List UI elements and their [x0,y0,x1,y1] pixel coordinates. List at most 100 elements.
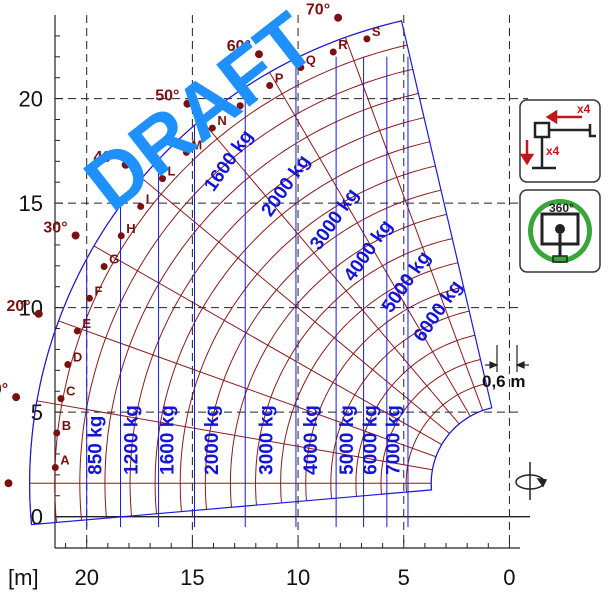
boom-dot [297,64,305,72]
boom-arc [254,238,453,506]
boom-dot [57,395,65,403]
boom-letter: B [62,418,71,433]
angle-label: 20° [7,298,31,315]
boom-letter: F [94,283,102,298]
boom-arc [405,383,487,493]
y-tick-label: 20 [19,87,43,112]
angle-line [344,37,484,411]
working-envelope [28,20,493,528]
x-tick-label: 5 [398,565,410,590]
boom-dot [117,232,125,240]
angle-label: 60° [227,38,251,55]
angle-dot [34,309,43,318]
angle-line [93,245,442,445]
angle-line [58,320,437,458]
angle-dot [334,13,343,22]
boom-letter: D [73,350,82,365]
load-label-vertical: 1200 kg [121,405,142,475]
angle-dot [12,393,21,402]
offset-dimension [485,345,529,372]
boom-arc [430,407,492,490]
boom-dot [100,262,108,270]
boom-arc [129,117,425,516]
boom-arc [355,334,476,497]
boom-letter: S [372,24,381,39]
load-label-vertical: 850 kg [86,416,107,475]
load-label-vertical: 4000 kg [301,405,322,475]
load-label-vertical: 5000 kg [337,405,358,475]
stabilizer-x4-label-1: x4 [577,102,591,116]
boom-letter: I [146,191,150,206]
boom-letter: H [126,221,135,236]
angle-dot [121,160,130,169]
angle-line [36,400,433,471]
angle-label: 30° [43,220,67,237]
load-label-diagonal: 6000 kg [410,277,467,346]
boom-arc [305,286,464,501]
x-tick-label: 10 [286,565,310,590]
x-tick-label: 0 [503,565,515,590]
boom-arc [154,141,430,514]
boom-letter: R [338,37,348,52]
icon-panel: x4 x4 360° [519,99,601,273]
boom-letter: N [217,113,226,128]
boom-dot [137,202,145,210]
y-tick-label: 15 [19,191,43,216]
boom-arc [330,310,470,499]
y-tick-label: 0 [31,505,43,530]
boom-letter: Q [306,53,316,68]
angle-dot [4,479,13,488]
angle-line [200,119,460,425]
boom-letter: E [82,316,91,331]
boom-dot [158,175,166,183]
units-label: [m] [8,565,39,590]
angle-line [269,72,471,417]
rotation-360-icon [528,199,592,263]
boom-letter: L [167,164,175,179]
boom-letter: A [60,453,70,468]
boom-dot [266,82,274,90]
x-tick-label: 15 [180,565,204,590]
boom-dot [236,102,244,110]
boom-letter: C [66,384,76,399]
boom-arc [229,213,447,508]
load-label-vertical: 6000 kg [360,405,381,475]
angle-dot [254,50,263,59]
boom-dot [182,148,190,156]
boom-letter: O [245,91,255,106]
stabilizer-x4-label-2: x4 [546,144,560,158]
boom-arc [380,359,481,495]
angle-label: 40° [93,149,117,166]
boom-letter: M [191,137,202,152]
boom-dot [208,124,216,132]
rotation-360-label: 360° [549,201,574,215]
load-label-vertical: 3000 kg [257,405,278,475]
boom-arc [104,92,419,519]
boom-dot [73,327,81,335]
angle-label: 0° [0,467,1,484]
offset-dimension-label: 0,6 m [482,372,525,391]
boom-letter: P [275,71,284,86]
boom-letter: G [109,251,119,266]
load-label-diagonal: 4000 kg [340,216,397,285]
boom-dot [53,429,61,437]
boom-arc [280,262,459,503]
boom-arc [179,165,436,512]
x-tick-label: 20 [74,565,98,590]
boom-dot [329,48,337,56]
load-label-vertical: 1600 kg [157,405,178,475]
boom-dot [64,361,72,369]
load-label-vertical: 2000 kg [202,405,223,475]
load-label-diagonal: 3000 kg [306,185,363,254]
envelope-outline [28,20,493,526]
boom-dot [363,35,371,43]
angle-dot [71,231,80,240]
arrow-down-icon [519,140,535,166]
angle-label: 70° [306,2,330,19]
boom-arc [79,68,413,521]
load-label-diagonal: 2000 kg [257,151,314,220]
boom-arc [54,44,408,523]
angle-label: 50° [155,88,179,105]
